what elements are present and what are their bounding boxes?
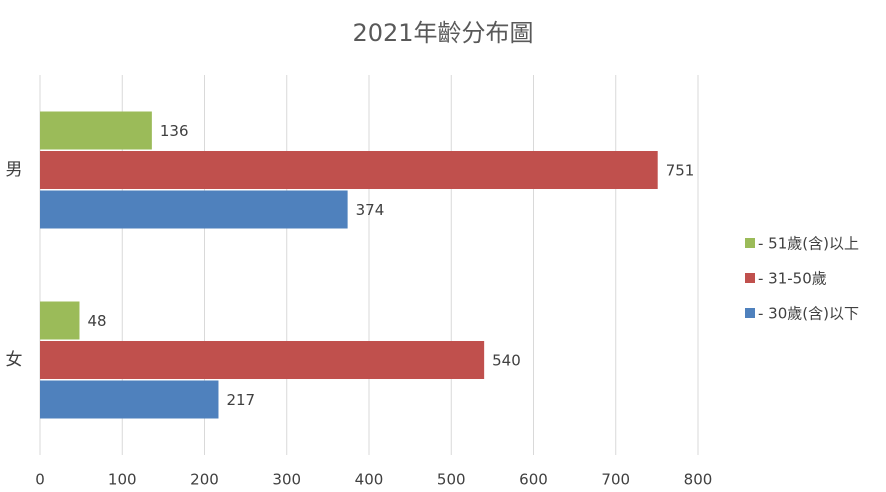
bar xyxy=(40,301,80,340)
x-tick-label: 100 xyxy=(108,471,137,489)
x-tick-label: 200 xyxy=(190,471,219,489)
data-label: 751 xyxy=(666,162,695,180)
bar xyxy=(40,151,658,189)
bar xyxy=(40,111,152,150)
data-label: 217 xyxy=(226,391,255,409)
x-tick-label: 700 xyxy=(601,471,630,489)
x-tick-label: 500 xyxy=(437,471,466,489)
legend-label: - 31-50歲 xyxy=(758,270,827,288)
x-tick-label: 400 xyxy=(355,471,384,489)
chart-title: 2021年齡分布圖 xyxy=(352,19,533,47)
legend-swatch xyxy=(745,308,755,318)
x-tick-label: 0 xyxy=(35,471,45,489)
legend-swatch xyxy=(745,238,755,248)
x-tick-label: 600 xyxy=(519,471,548,489)
bar xyxy=(40,190,348,229)
x-tick-label: 800 xyxy=(684,471,713,489)
y-tick-label: 女 xyxy=(6,350,23,370)
legend-swatch xyxy=(745,273,755,283)
legend-label: - 30歲(含)以下 xyxy=(758,305,859,323)
bar xyxy=(40,380,219,419)
data-label: 374 xyxy=(356,201,385,219)
x-tick-label: 300 xyxy=(272,471,301,489)
data-label: 48 xyxy=(87,312,106,330)
bar xyxy=(40,341,485,379)
data-label: 540 xyxy=(492,352,521,370)
data-label: 136 xyxy=(160,122,189,140)
legend-label: - 51歲(含)以上 xyxy=(758,235,859,253)
y-tick-label: 男 xyxy=(6,160,23,180)
